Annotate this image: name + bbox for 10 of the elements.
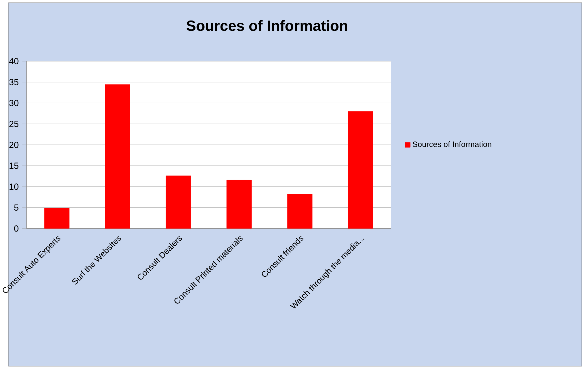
y-tick-label: 0 [14,225,19,232]
y-tick-label: 5 [14,204,19,211]
y-tick-label: 20 [10,142,19,148]
y-tick-label: 25 [10,120,19,128]
chart-title: Sources of Information [186,20,348,31]
y-tick-label: 15 [10,162,19,169]
y-tick-label: 35 [10,78,19,86]
y-tick-label: 30 [10,100,19,106]
y-tick-label: 40 [9,58,19,64]
y-tick-label: 10 [10,184,19,190]
